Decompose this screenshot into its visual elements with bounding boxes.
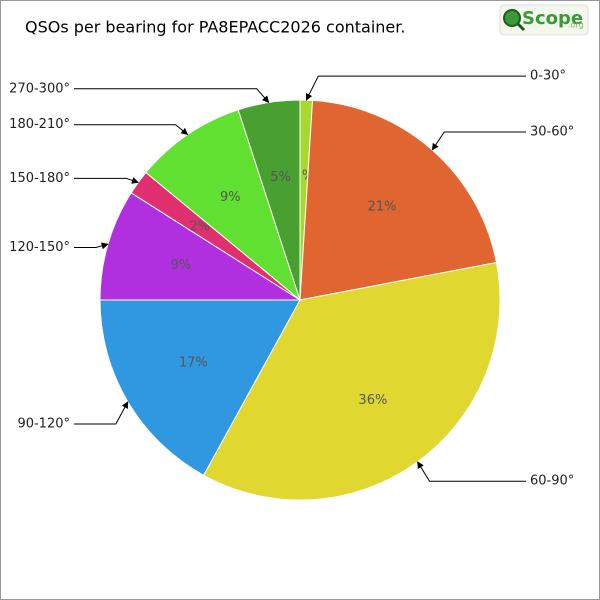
leader-line bbox=[74, 242, 109, 250]
slice-percent-label: 36% bbox=[358, 393, 387, 408]
category-label: 0-30° bbox=[530, 69, 566, 84]
leader-line bbox=[431, 131, 526, 151]
category-label: 90-120° bbox=[17, 417, 70, 432]
logo-suffix: .org bbox=[568, 21, 584, 30]
leader-line bbox=[74, 124, 189, 136]
slice-percent-label: 9% bbox=[220, 190, 241, 205]
leader-line bbox=[417, 461, 526, 482]
logo-icon-handle bbox=[516, 22, 526, 32]
slice-percent-label: 9% bbox=[171, 258, 192, 273]
leader-line bbox=[74, 88, 270, 103]
slice-percent-label: 17% bbox=[179, 356, 208, 371]
logo: Scope .org bbox=[499, 4, 589, 36]
category-label: 30-60° bbox=[530, 124, 574, 139]
logo-text: Scope bbox=[522, 8, 583, 29]
leader-line bbox=[74, 177, 139, 184]
leader-line bbox=[305, 75, 526, 101]
slice-percent-label: 21% bbox=[368, 199, 397, 214]
category-label: 270-300° bbox=[9, 81, 70, 96]
leader-line bbox=[74, 401, 129, 425]
category-label: 180-210° bbox=[9, 117, 70, 132]
chart-title: QSOs per bearing for PA8EPACC2026 contai… bbox=[25, 18, 405, 37]
category-label: 120-150° bbox=[9, 240, 70, 255]
category-label: 150-180° bbox=[9, 171, 70, 186]
logo-icon bbox=[503, 9, 521, 27]
slice-percent-label: 5% bbox=[270, 170, 291, 185]
category-label: 60-90° bbox=[530, 474, 574, 489]
slice-percent-label: 2% bbox=[189, 220, 210, 235]
